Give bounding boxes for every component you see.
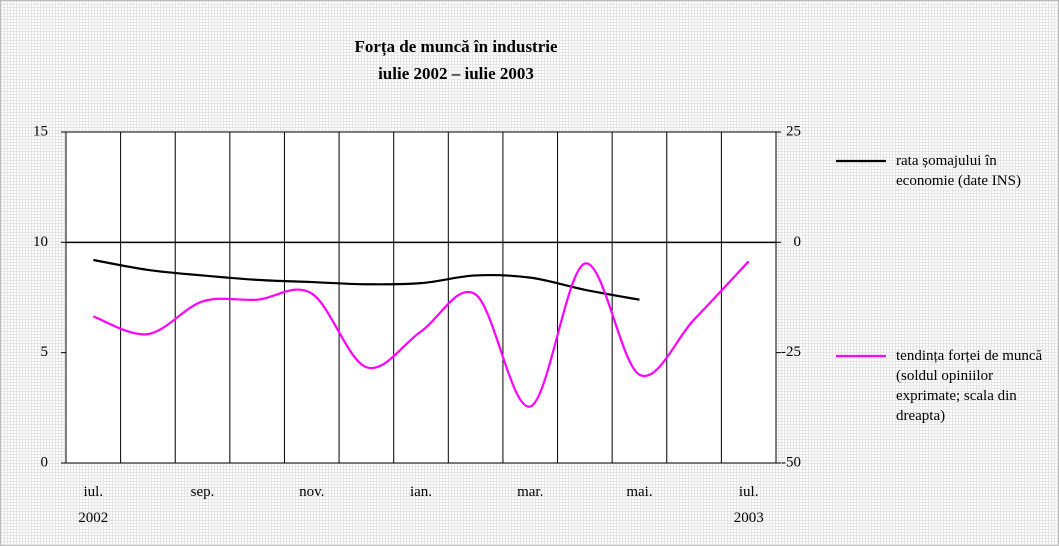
chart-title: Forța de muncă în industrie [354, 37, 558, 57]
legend-label: tendința forței de muncă (soldul opiniil… [896, 348, 1043, 424]
y-tick-label: 10 [33, 234, 48, 250]
series-line [92, 260, 750, 408]
series-line [93, 258, 640, 301]
legend-label: rata șomajului în economie (date INS) [896, 153, 1021, 189]
x-tick-label: iul. 2003 [734, 484, 764, 526]
y2-tick-label: 0 [794, 234, 802, 250]
y-tick-label: 15 [33, 123, 48, 139]
x-tick-label: nov. [299, 484, 324, 500]
y-tick-label: 0 [41, 454, 49, 470]
x-tick-label: ian. [410, 484, 432, 500]
plot-area [65, 131, 777, 464]
x-tick-label: sep. [191, 484, 215, 500]
y2-tick-label: -50 [781, 454, 801, 470]
x-tick-label: mai. [626, 484, 652, 500]
chart-subtitle: iulie 2002 – iulie 2003 [378, 64, 534, 83]
x-tick-label: iul. 2002 [78, 484, 108, 526]
y2-tick-label: -25 [781, 344, 801, 360]
x-tick-label: mar. [517, 484, 543, 500]
y-tick-label: 5 [41, 344, 49, 360]
y2-tick-label: 25 [786, 123, 801, 139]
